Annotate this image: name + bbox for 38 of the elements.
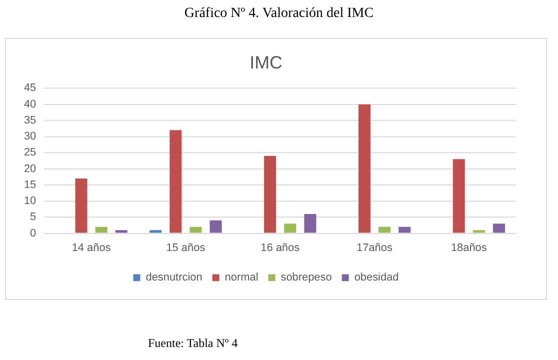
y-tick-label: 20 <box>24 162 36 175</box>
bar <box>210 220 222 233</box>
text: Gráfico Nº 4. Valoración del IMC <box>183 6 375 22</box>
bar <box>284 224 296 233</box>
x-tick-label: 18años <box>450 242 488 254</box>
legend-label: normal <box>224 272 258 284</box>
legend-label: desnutrcion <box>146 272 202 284</box>
y-tick-label: 40 <box>24 98 36 110</box>
bar <box>398 226 411 233</box>
x-tick-label: 15 años <box>166 242 206 254</box>
bar <box>304 214 316 233</box>
x-tick-label: 16 años <box>260 242 300 254</box>
bar <box>75 178 88 233</box>
y-tick-label: 0 <box>30 227 36 240</box>
y-tick-label: 45 <box>24 82 36 94</box>
bar <box>358 104 370 233</box>
legend-label: obesidad <box>354 272 399 284</box>
bar <box>190 226 202 233</box>
bar <box>264 156 276 233</box>
y-tick-label: 5 <box>30 211 36 224</box>
bar <box>150 230 162 233</box>
y-tick-label: 25 <box>24 146 36 159</box>
x-tick-label: 17años <box>356 242 393 254</box>
bar <box>472 230 485 233</box>
bar <box>115 230 128 233</box>
bar <box>95 226 108 233</box>
y-tick-label: 30 <box>24 130 36 143</box>
bar <box>170 130 182 233</box>
y-tick-label: 10 <box>24 195 36 208</box>
x-tick-label: 14 años <box>72 242 112 254</box>
y-tick-label: 15 <box>24 178 36 191</box>
chart-title: IMC <box>250 52 283 73</box>
bar <box>452 159 465 233</box>
source-note: Fuente: Tabla Nº 4 <box>148 336 238 351</box>
bar <box>492 224 506 233</box>
legend-label: sobrepeso <box>280 272 332 284</box>
bar <box>378 226 391 233</box>
y-tick-label: 35 <box>24 114 36 126</box>
